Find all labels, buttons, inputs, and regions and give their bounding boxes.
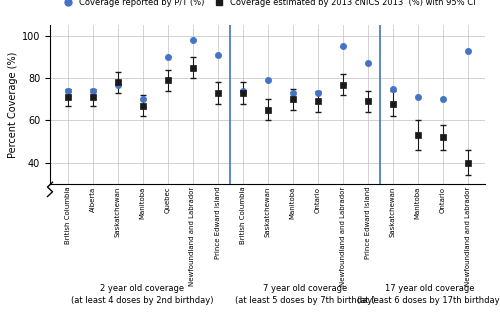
Text: (at least 4 doses by 2nd birthday): (at least 4 doses by 2nd birthday) bbox=[72, 296, 214, 305]
Text: 7 year old coverage: 7 year old coverage bbox=[263, 284, 347, 293]
Y-axis label: Percent Coverage (%): Percent Coverage (%) bbox=[8, 51, 18, 158]
Text: 2 year old coverage: 2 year old coverage bbox=[100, 284, 184, 293]
Legend: Coverage reported by P/T (%), Coverage estimated by 2013 cNICS 2013  (%) with 95: Coverage reported by P/T (%), Coverage e… bbox=[56, 0, 479, 10]
Text: (at least 6 doses by 17th birthday): (at least 6 doses by 17th birthday) bbox=[357, 296, 500, 305]
Text: 17 year old coverage: 17 year old coverage bbox=[385, 284, 475, 293]
Text: (at least 5 doses by 7th birthday): (at least 5 doses by 7th birthday) bbox=[235, 296, 375, 305]
